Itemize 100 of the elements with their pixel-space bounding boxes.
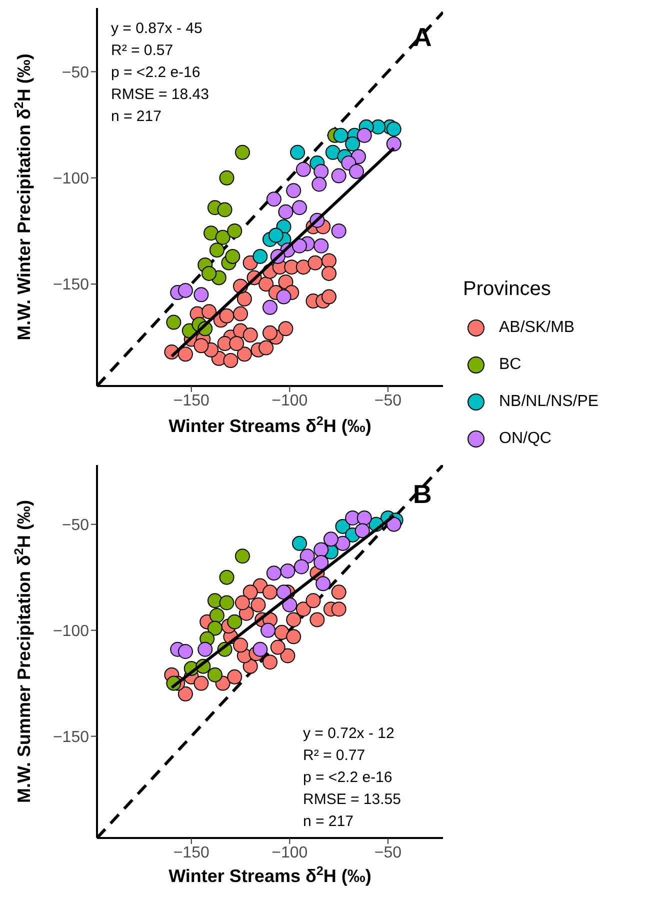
y-tick-label: −150 bbox=[52, 728, 90, 746]
point bbox=[321, 289, 336, 304]
point bbox=[204, 226, 219, 241]
point bbox=[202, 304, 217, 320]
point bbox=[274, 624, 290, 640]
point bbox=[262, 325, 278, 340]
annotation: RMSE = 18.43 bbox=[111, 85, 209, 105]
point bbox=[345, 136, 360, 152]
point bbox=[209, 242, 224, 258]
point bbox=[276, 289, 292, 304]
point bbox=[331, 584, 346, 600]
point bbox=[207, 620, 222, 636]
point bbox=[227, 614, 242, 630]
point bbox=[217, 202, 232, 218]
point bbox=[227, 669, 242, 684]
point bbox=[314, 554, 329, 570]
point bbox=[323, 532, 338, 547]
point bbox=[262, 584, 278, 600]
point bbox=[194, 338, 209, 354]
point bbox=[386, 516, 402, 532]
point bbox=[266, 566, 282, 581]
x-tick-label: −50 bbox=[374, 844, 402, 862]
y-tick-label: −100 bbox=[52, 622, 90, 640]
point bbox=[292, 200, 307, 216]
point bbox=[296, 602, 311, 617]
point bbox=[202, 266, 217, 281]
point bbox=[242, 328, 258, 343]
point bbox=[227, 223, 242, 238]
point bbox=[280, 648, 296, 664]
point bbox=[349, 164, 364, 180]
point bbox=[233, 638, 248, 653]
point bbox=[296, 260, 311, 275]
point bbox=[294, 559, 309, 574]
point bbox=[236, 291, 252, 306]
point bbox=[262, 300, 278, 315]
point bbox=[296, 162, 311, 177]
point bbox=[178, 346, 193, 362]
point bbox=[306, 593, 321, 608]
point bbox=[280, 563, 296, 578]
point bbox=[290, 144, 306, 160]
y-tick-label: −150 bbox=[52, 276, 90, 294]
point bbox=[308, 255, 323, 270]
point bbox=[356, 128, 372, 143]
point bbox=[178, 282, 193, 298]
point bbox=[356, 510, 372, 526]
point bbox=[225, 248, 240, 264]
point bbox=[325, 144, 340, 160]
point bbox=[252, 642, 268, 657]
point bbox=[234, 548, 250, 564]
point bbox=[219, 308, 234, 324]
point bbox=[335, 536, 350, 551]
point bbox=[219, 595, 234, 610]
point bbox=[266, 192, 282, 207]
point bbox=[286, 183, 302, 198]
x-tick-label: −150 bbox=[173, 844, 210, 862]
point bbox=[286, 612, 302, 628]
annotation: p = <2.2 e-16 bbox=[303, 768, 394, 788]
point bbox=[258, 340, 274, 356]
point bbox=[178, 644, 193, 659]
x-axis-title: Winter Streams δ$^{2}$H (‰) bbox=[168, 414, 372, 436]
point bbox=[198, 642, 213, 657]
point bbox=[252, 248, 268, 264]
annotation: R² = 0.57 bbox=[111, 41, 174, 61]
point bbox=[314, 238, 329, 254]
point bbox=[223, 353, 238, 368]
x-tick-label: −50 bbox=[374, 392, 402, 410]
legend-label: BC bbox=[499, 356, 522, 374]
point bbox=[207, 667, 222, 682]
point bbox=[314, 542, 329, 558]
annotation: y = 0.87x - 45 bbox=[111, 19, 204, 39]
point bbox=[194, 676, 209, 691]
y-tick-label: −50 bbox=[62, 64, 90, 82]
point bbox=[258, 276, 274, 292]
point bbox=[331, 168, 346, 184]
annotation: R² = 0.77 bbox=[303, 746, 366, 766]
annotation: n = 217 bbox=[303, 812, 354, 832]
legend-label: ON/QC bbox=[499, 430, 552, 448]
x-axis-title: Winter Streams δ$^{2}$H (‰) bbox=[168, 864, 372, 886]
point bbox=[278, 321, 294, 336]
point bbox=[166, 314, 182, 330]
point bbox=[292, 238, 307, 254]
point bbox=[300, 548, 315, 564]
point bbox=[310, 612, 325, 628]
point bbox=[282, 597, 298, 612]
point bbox=[321, 266, 336, 281]
point bbox=[386, 136, 402, 152]
x-tick-label: −100 bbox=[272, 392, 308, 410]
annotation: y = 0.72x - 12 bbox=[303, 724, 396, 744]
point bbox=[219, 170, 234, 186]
legend-label: AB/SK/MB bbox=[499, 318, 575, 336]
annotation: RMSE = 13.55 bbox=[303, 790, 401, 810]
point bbox=[236, 346, 252, 362]
point bbox=[234, 144, 250, 160]
point bbox=[331, 223, 346, 238]
y-tick-label: −100 bbox=[52, 170, 90, 188]
y-tick-label: −50 bbox=[62, 517, 90, 534]
point bbox=[312, 176, 327, 192]
point bbox=[354, 523, 370, 538]
point bbox=[270, 640, 286, 655]
point bbox=[260, 622, 276, 638]
